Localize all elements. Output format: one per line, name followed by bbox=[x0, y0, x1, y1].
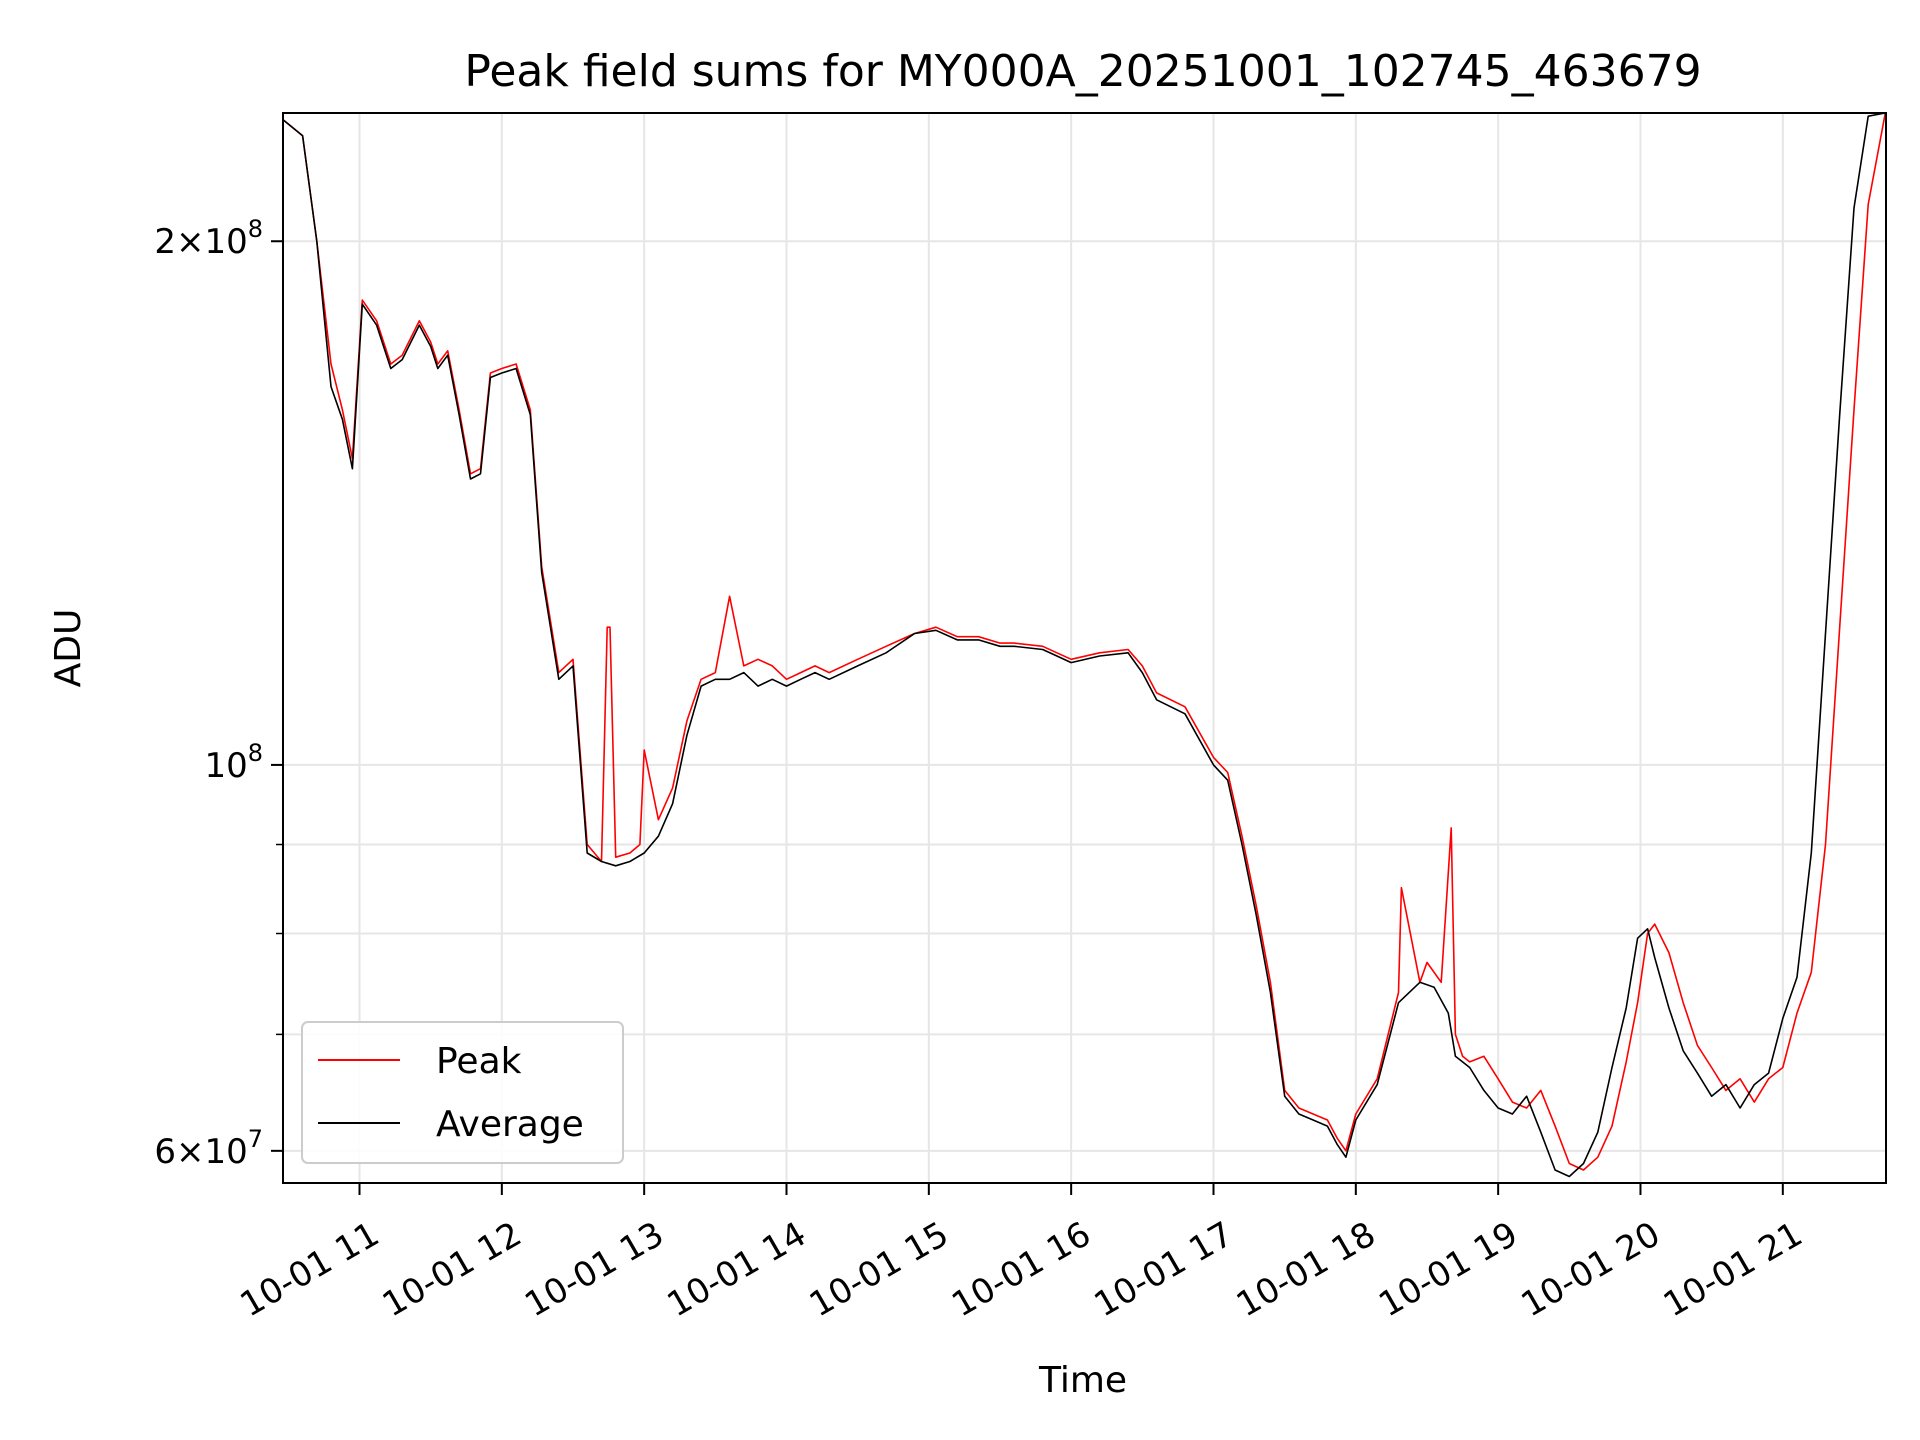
legend: Peak Average bbox=[301, 1021, 624, 1164]
plot-frame bbox=[282, 112, 1887, 1184]
plot-series bbox=[283, 113, 1886, 1178]
legend-label-average: Average bbox=[436, 1104, 584, 1145]
y-tick-label: 6×107 bbox=[154, 1125, 263, 1172]
y-axis: 6×107 108 2×108 bbox=[154, 215, 283, 1172]
legend-box bbox=[301, 1021, 624, 1164]
series-line-peak bbox=[283, 113, 1886, 1171]
y-tick-label: 108 bbox=[204, 739, 263, 786]
grid bbox=[283, 113, 1886, 1183]
chart-title: Peak field sums for MY000A_20251001_1027… bbox=[464, 46, 1701, 97]
y-axis-label: ADU bbox=[48, 609, 89, 688]
x-axis-label: Time bbox=[1038, 1360, 1127, 1401]
legend-label-peak: Peak bbox=[436, 1041, 522, 1082]
y-tick-label: 2×108 bbox=[154, 215, 263, 262]
series-line-average bbox=[283, 113, 1886, 1178]
